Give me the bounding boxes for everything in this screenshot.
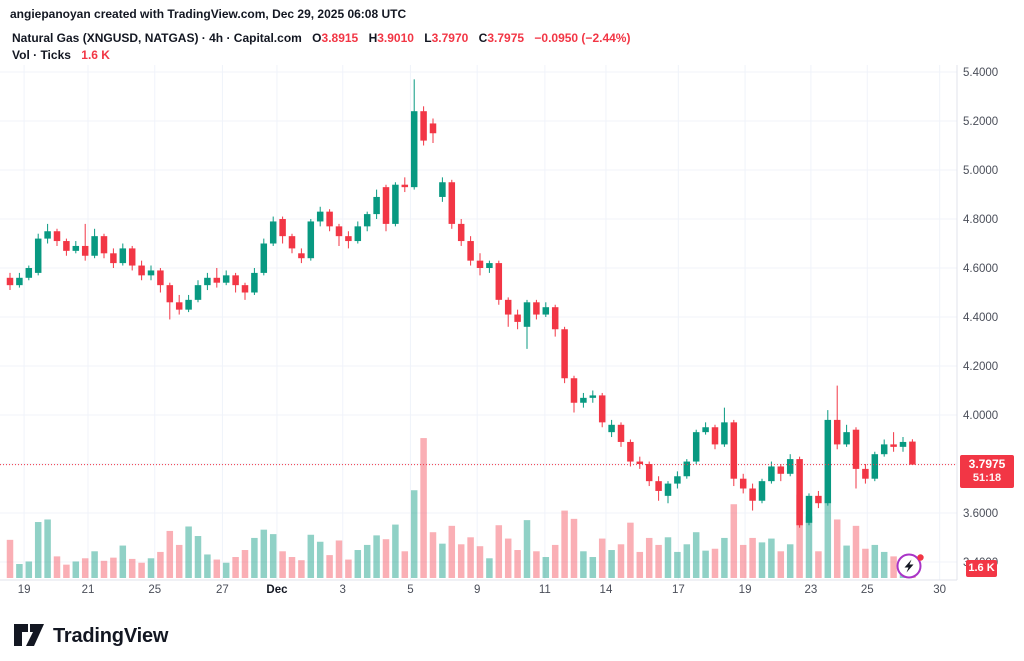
svg-text:14: 14 bbox=[600, 584, 613, 596]
svg-text:19: 19 bbox=[739, 584, 752, 596]
svg-text:25: 25 bbox=[861, 584, 874, 596]
svg-text:25: 25 bbox=[148, 584, 161, 596]
ohlc-low-label: L bbox=[424, 31, 432, 45]
legend-volume-row[interactable]: Vol · Ticks 1.6 K bbox=[12, 48, 630, 63]
last-price-label: 3.7975 51:18 bbox=[960, 455, 1014, 488]
attribution-text: angiepanoyan created with TradingView.co… bbox=[10, 7, 407, 21]
volume-indicator-label[interactable]: Vol · Ticks bbox=[12, 48, 71, 62]
legend-main-row[interactable]: Natural Gas (XNGUSD, NATGAS) · 4h · Capi… bbox=[12, 31, 630, 46]
volume-indicator-value: 1.6 K bbox=[81, 48, 110, 62]
svg-text:19: 19 bbox=[18, 584, 31, 596]
axis-borders bbox=[0, 65, 958, 581]
change-value: −0.0950 (−2.44%) bbox=[534, 31, 631, 45]
svg-text:21: 21 bbox=[82, 584, 95, 596]
svg-text:5.2000: 5.2000 bbox=[963, 116, 998, 128]
ohlc-high-label: H bbox=[368, 31, 378, 45]
svg-text:3.6000: 3.6000 bbox=[963, 508, 998, 520]
last-price-value: 3.7975 bbox=[968, 457, 1006, 471]
volume-value-label: 1.6 K bbox=[966, 560, 997, 577]
svg-text:4.4000: 4.4000 bbox=[963, 312, 998, 324]
svg-text:4.6000: 4.6000 bbox=[963, 263, 998, 275]
svg-text:27: 27 bbox=[216, 584, 229, 596]
tradingview-logo-icon bbox=[14, 624, 44, 646]
ohlc-close-value: 3.7975 bbox=[487, 31, 525, 45]
svg-text:30: 30 bbox=[933, 584, 946, 596]
svg-text:4.2000: 4.2000 bbox=[963, 361, 998, 373]
ohlc-open-label: O bbox=[312, 31, 322, 45]
svg-text:Dec: Dec bbox=[266, 584, 288, 596]
tradingview-brand-text: TradingView bbox=[53, 624, 169, 647]
boost-button[interactable] bbox=[895, 551, 925, 581]
svg-text:3: 3 bbox=[340, 584, 346, 596]
time-scale-labels[interactable]: 19 21 25 27 Dec 3 5 9 11 14 17 19 23 25 30 bbox=[18, 584, 946, 596]
ohlc-open-value: 3.8915 bbox=[321, 31, 359, 45]
svg-text:17: 17 bbox=[672, 584, 685, 596]
svg-text:11: 11 bbox=[539, 584, 551, 596]
notification-dot bbox=[917, 554, 924, 561]
price-pane[interactable] bbox=[0, 65, 957, 580]
svg-text:4.0000: 4.0000 bbox=[963, 410, 998, 422]
lightning-icon bbox=[904, 559, 914, 573]
symbol-title[interactable]: Natural Gas (XNGUSD, NATGAS) · 4h · Capi… bbox=[12, 31, 302, 45]
tradingview-logo[interactable]: TradingView bbox=[14, 620, 168, 652]
svg-text:5.4000: 5.4000 bbox=[963, 67, 998, 79]
chart-legend: Natural Gas (XNGUSD, NATGAS) · 4h · Capi… bbox=[12, 31, 630, 63]
boost-icon bbox=[896, 553, 924, 579]
svg-text:23: 23 bbox=[804, 584, 817, 596]
svg-text:5: 5 bbox=[407, 584, 413, 596]
candle-series bbox=[6, 79, 916, 528]
svg-text:9: 9 bbox=[474, 584, 480, 596]
ohlc-high-value: 3.9010 bbox=[377, 31, 414, 45]
svg-text:5.0000: 5.0000 bbox=[963, 165, 998, 177]
svg-text:4.8000: 4.8000 bbox=[963, 214, 998, 226]
ohlc-low-value: 3.7970 bbox=[431, 31, 469, 45]
ohlc-close-label: C bbox=[478, 31, 488, 45]
bar-countdown: 51:18 bbox=[972, 472, 1002, 484]
price-scale-labels[interactable]: 5.4000 5.2000 5.0000 4.8000 4.6000 4.4000 4.20… bbox=[963, 67, 998, 569]
